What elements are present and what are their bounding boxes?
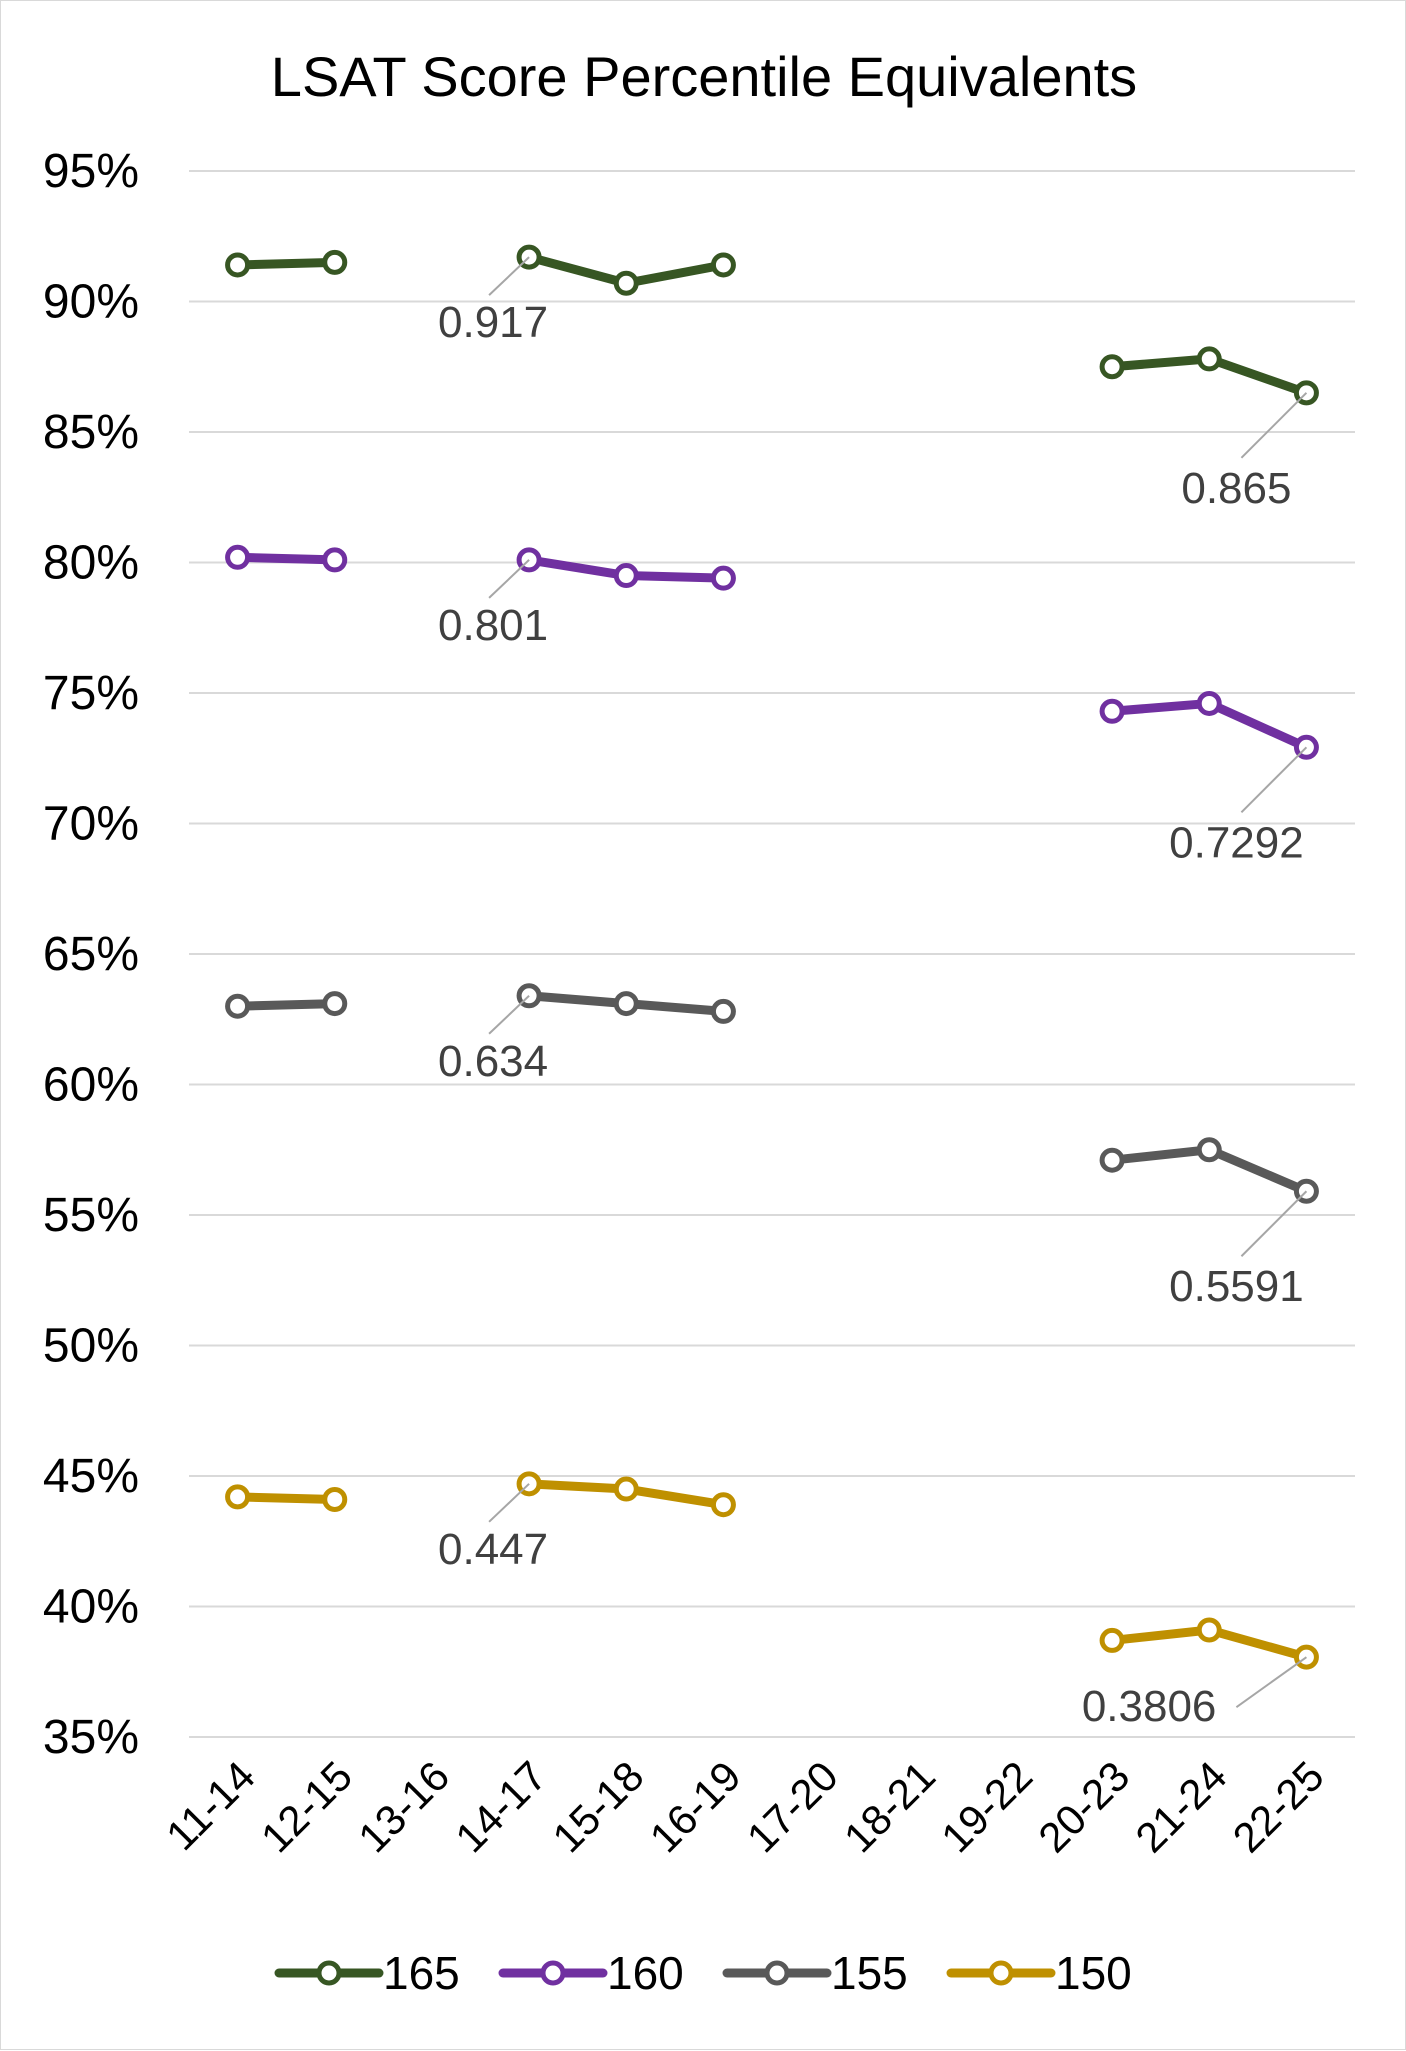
data-label-leader-line xyxy=(1240,392,1308,459)
series-160 xyxy=(225,544,1319,760)
x-tick-label: 11-14 xyxy=(157,1752,264,1859)
data-point xyxy=(322,1486,348,1512)
legend-entry-150: 150 xyxy=(946,1947,1132,1999)
data-label: 0.917 xyxy=(438,298,548,347)
y-tick-label: 50% xyxy=(43,1320,139,1373)
data-point xyxy=(710,998,736,1024)
data-label-leader-line xyxy=(1235,1656,1307,1708)
x-tick-label: 20-23 xyxy=(1029,1752,1138,1861)
x-tick-label: 15-18 xyxy=(543,1752,652,1861)
data-point xyxy=(1196,346,1222,372)
y-tick-label: 75% xyxy=(43,667,139,720)
data-point xyxy=(613,270,639,296)
legend-swatch-marker xyxy=(316,1960,342,1986)
y-tick-label: 65% xyxy=(43,928,139,981)
data-point xyxy=(225,252,251,278)
data-label-leader-line xyxy=(488,995,530,1035)
data-point xyxy=(710,252,736,278)
y-tick-label: 40% xyxy=(43,1581,139,1634)
data-point xyxy=(225,993,251,1019)
legend-entry-165: 165 xyxy=(274,1947,460,1999)
series-line-segment xyxy=(233,1492,340,1504)
data-point xyxy=(322,547,348,573)
data-label-leader-line xyxy=(488,256,530,296)
data-point xyxy=(1099,354,1125,380)
y-tick-label: 60% xyxy=(43,1059,139,1112)
y-tick-label: 45% xyxy=(43,1450,139,1503)
x-tick-label: 17-20 xyxy=(738,1752,847,1861)
y-tick-label: 35% xyxy=(43,1711,139,1764)
series-line-segment xyxy=(233,999,340,1011)
x-tick-label: 16-19 xyxy=(641,1752,750,1861)
data-point xyxy=(322,991,348,1017)
data-point xyxy=(225,544,251,570)
y-tick-label: 80% xyxy=(43,537,139,590)
legend-swatch-marker xyxy=(764,1960,790,1986)
data-label-leader-line xyxy=(488,1483,530,1523)
series-line-segment xyxy=(233,552,340,565)
x-tick-label: 12-15 xyxy=(252,1752,361,1861)
series-155 xyxy=(225,983,1319,1204)
x-tick-label: 22-25 xyxy=(1224,1752,1333,1861)
legend-swatch-marker xyxy=(988,1960,1014,1986)
chart-title: LSAT Score Percentile Equivalents xyxy=(271,45,1137,108)
y-tick-label: 90% xyxy=(43,276,139,329)
x-tick-label: 21-24 xyxy=(1126,1752,1235,1861)
data-point xyxy=(1099,698,1125,724)
legend-label: 155 xyxy=(831,1947,908,1999)
series-line-segment xyxy=(233,257,340,270)
data-label-leader-line xyxy=(1240,1190,1308,1257)
y-tick-label: 70% xyxy=(43,798,139,851)
x-tick-label: 14-17 xyxy=(446,1752,555,1861)
legend-swatch-marker xyxy=(540,1960,566,1986)
legend-entry-155: 155 xyxy=(722,1947,908,1999)
data-label: 0.3806 xyxy=(1082,1682,1217,1731)
data-label: 0.801 xyxy=(438,601,548,650)
data-point xyxy=(613,991,639,1017)
x-tick-label: 18-21 xyxy=(835,1752,944,1861)
data-label: 0.5591 xyxy=(1169,1262,1304,1311)
data-point xyxy=(1196,1617,1222,1643)
data-label: 0.865 xyxy=(1181,464,1291,513)
data-point xyxy=(613,1476,639,1502)
legend-label: 160 xyxy=(607,1947,684,1999)
series-150 xyxy=(225,1471,1319,1670)
data-point xyxy=(1196,690,1222,716)
data-label: 0.447 xyxy=(438,1525,548,1574)
y-axis-tick-labels: 95% 90% 85% 80% 75% 70% 65% 60% 55% 50% 45% 40% 35% xyxy=(43,145,139,1764)
data-point xyxy=(710,565,736,591)
series-lines xyxy=(225,244,1319,1670)
data-point xyxy=(1099,1147,1125,1173)
data-labels: 0.917 0.865 0.801 0.7292 0.634 0.5591 0.447 0.3… xyxy=(438,256,1308,1731)
data-point xyxy=(225,1484,251,1510)
data-label-leader-line xyxy=(488,559,530,599)
y-tick-label: 95% xyxy=(43,145,139,198)
legend: 165 160 155 150 xyxy=(274,1947,1132,1999)
data-point xyxy=(613,563,639,589)
data-label: 0.7292 xyxy=(1169,818,1304,867)
legend-label: 165 xyxy=(383,1947,460,1999)
y-tick-label: 85% xyxy=(43,406,139,459)
data-label-leader-line xyxy=(1240,746,1308,813)
data-point xyxy=(1196,1137,1222,1163)
data-label: 0.634 xyxy=(438,1037,548,1086)
legend-entry-160: 160 xyxy=(498,1947,684,1999)
data-point xyxy=(710,1492,736,1518)
y-tick-label: 55% xyxy=(43,1189,139,1242)
legend-label: 150 xyxy=(1055,1947,1132,1999)
x-axis-tick-labels: 11-1412-1513-1614-1715-1816-1917-2018-21… xyxy=(157,1752,1333,1861)
gridlines xyxy=(189,170,1355,1738)
series-165 xyxy=(225,244,1319,406)
x-tick-label: 19-22 xyxy=(932,1752,1041,1861)
data-point xyxy=(322,249,348,275)
x-tick-label: 13-16 xyxy=(349,1752,458,1861)
data-point xyxy=(1099,1627,1125,1653)
